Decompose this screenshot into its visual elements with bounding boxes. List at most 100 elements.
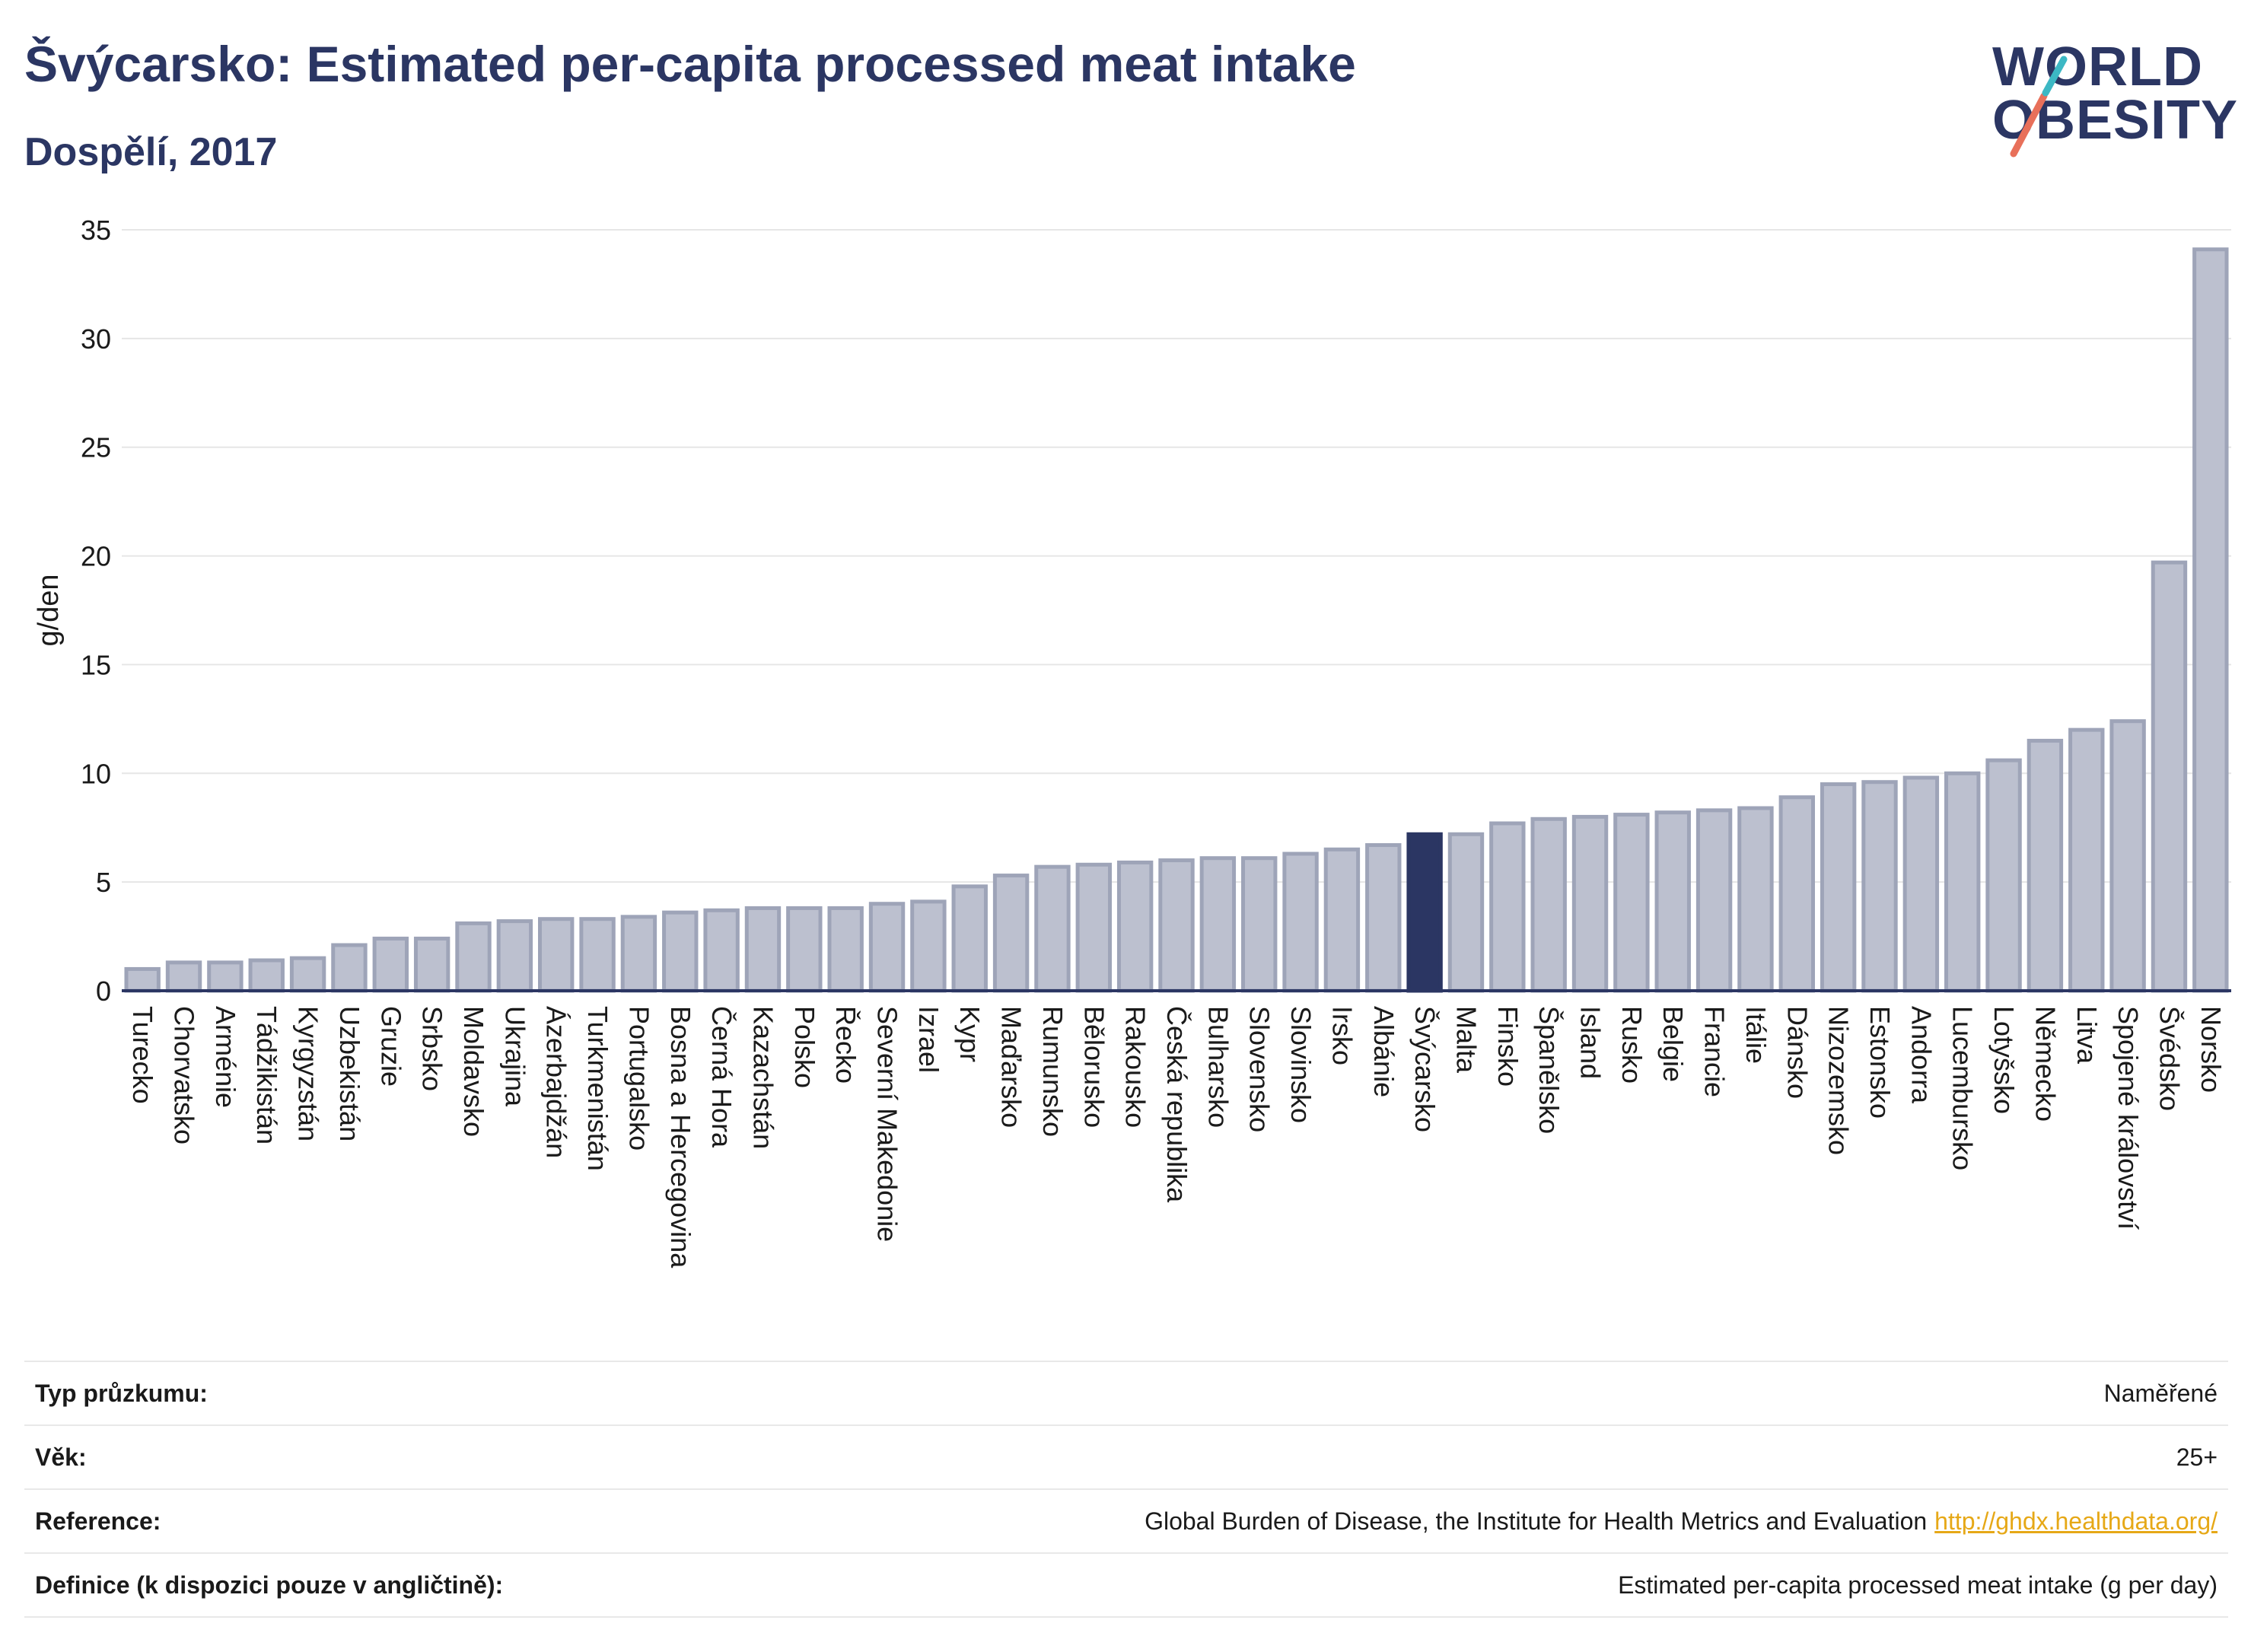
- info-table: Typ průzkumu: Naměřené Věk: 25+ Referenc…: [24, 1361, 2228, 1618]
- bar-34[interactable]: [1489, 821, 1526, 993]
- bar-24[interactable]: [1075, 862, 1112, 993]
- bar-27[interactable]: [1199, 856, 1237, 993]
- y-tick-label: 0: [96, 976, 111, 1007]
- grid-lines: [122, 229, 2231, 992]
- bar-37[interactable]: [1613, 813, 1650, 993]
- x-tick-label: Albánie: [1368, 1006, 1399, 1097]
- bar-2[interactable]: [165, 960, 202, 993]
- x-tick-label: Izrael: [913, 1006, 944, 1073]
- x-tick-label: Maďarsko: [996, 1006, 1027, 1128]
- bar-26[interactable]: [1158, 858, 1195, 993]
- logo-line-1: WORLD: [1992, 37, 2203, 97]
- x-tick-label: Spojené království: [2113, 1006, 2144, 1230]
- bar-14[interactable]: [662, 910, 699, 993]
- definition-label: Definice (k dispozici pouze v angličtině…: [35, 1571, 504, 1599]
- bar-47[interactable]: [2027, 738, 2064, 993]
- bar-32[interactable]: [1406, 832, 1443, 993]
- bar-15[interactable]: [703, 908, 740, 993]
- bar-29[interactable]: [1282, 851, 1319, 993]
- bar-45[interactable]: [1944, 771, 1981, 993]
- y-axis-label: g/den: [33, 574, 65, 646]
- bar-4[interactable]: [248, 958, 285, 993]
- bar-10[interactable]: [496, 919, 533, 993]
- x-tick-label: Polsko: [789, 1006, 820, 1088]
- bar-42[interactable]: [1820, 782, 1857, 993]
- bar-49[interactable]: [2109, 719, 2146, 993]
- bar-40[interactable]: [1737, 806, 1774, 993]
- survey-type-value: Naměřené: [2103, 1379, 2218, 1407]
- bar-48[interactable]: [2068, 727, 2105, 993]
- x-tick-label: Estonsko: [1864, 1006, 1896, 1119]
- bar-6[interactable]: [331, 943, 368, 993]
- x-tick-label: Severní Makedonie: [872, 1006, 903, 1242]
- x-tick-label: Malta: [1450, 1006, 1482, 1074]
- x-tick-label: Rusko: [1616, 1006, 1648, 1084]
- bar-31[interactable]: [1365, 843, 1402, 993]
- x-tick-label: Finsko: [1492, 1006, 1523, 1087]
- chart-subtitle: Dospělí, 2017: [24, 130, 278, 174]
- bar-17[interactable]: [786, 906, 823, 993]
- survey-type-row: Typ průzkumu: Naměřené: [24, 1361, 2228, 1424]
- x-tick-label: Bělorusko: [1078, 1006, 1110, 1128]
- x-tick-label: Španělsko: [1533, 1006, 1565, 1134]
- bars: [124, 247, 2229, 993]
- bar-39[interactable]: [1695, 808, 1733, 993]
- bar-5[interactable]: [289, 956, 326, 993]
- bar-13[interactable]: [620, 915, 657, 993]
- x-tick-label: Česká republika: [1161, 1006, 1192, 1203]
- definition-row: Definice (k dispozici pouze v angličtině…: [24, 1552, 2228, 1618]
- x-tick-labels: Turecko Chorvatsko Arménie Tádžikistán Kyrgy…: [127, 1006, 2227, 1268]
- bar-9[interactable]: [455, 921, 492, 993]
- bar-7[interactable]: [372, 936, 409, 993]
- bar-50[interactable]: [2151, 560, 2188, 993]
- bar-51[interactable]: [2192, 247, 2229, 993]
- world-obesity-logo[interactable]: WORLD OBESITY: [1979, 23, 2237, 160]
- x-tick-label: Rakousko: [1120, 1006, 1151, 1128]
- x-tick-label: Uzbekistán: [334, 1006, 365, 1141]
- bar-35[interactable]: [1530, 816, 1567, 993]
- bar-33[interactable]: [1447, 832, 1485, 993]
- x-tick-label: Turkmenistán: [582, 1006, 613, 1171]
- bar-1[interactable]: [124, 966, 161, 993]
- bar-43[interactable]: [1861, 780, 1898, 993]
- x-tick-label: Arménie: [210, 1006, 241, 1108]
- x-tick-label: Slovinsko: [1285, 1006, 1317, 1123]
- reference-row: Reference: Global Burden of Disease, the…: [24, 1488, 2228, 1552]
- x-tick-label: Chorvatsko: [169, 1006, 200, 1144]
- y-tick-label: 25: [81, 432, 111, 463]
- bar-46[interactable]: [1985, 758, 2022, 993]
- x-tick-label: Lucembursko: [1947, 1006, 1979, 1170]
- bar-28[interactable]: [1241, 856, 1278, 993]
- x-tick-label: Rumunsko: [1037, 1006, 1068, 1137]
- bar-41[interactable]: [1778, 795, 1815, 993]
- reference-link[interactable]: http://ghdx.healthdata.org/: [1934, 1507, 2218, 1535]
- x-tick-label: Dánsko: [1781, 1006, 1813, 1099]
- x-tick-label: Německo: [2030, 1006, 2061, 1122]
- bar-36[interactable]: [1571, 814, 1609, 993]
- bar-11[interactable]: [538, 917, 575, 993]
- bar-23[interactable]: [1034, 864, 1071, 993]
- definition-value: Estimated per-capita processed meat inta…: [1618, 1571, 2218, 1599]
- x-tick-label: Ázerbajdžán: [541, 1006, 572, 1158]
- bar-19[interactable]: [868, 902, 906, 993]
- bar-22[interactable]: [992, 874, 1030, 993]
- bar-25[interactable]: [1116, 860, 1154, 993]
- y-tick-label: 10: [81, 758, 111, 789]
- bar-8[interactable]: [413, 936, 451, 993]
- reference-value: Global Burden of Disease, the Institute …: [1145, 1507, 1928, 1535]
- bar-18[interactable]: [827, 906, 864, 993]
- bar-3[interactable]: [207, 960, 244, 993]
- x-tick-label: Andorra: [1906, 1006, 1937, 1104]
- x-tick-label: Francie: [1699, 1006, 1730, 1097]
- bar-44[interactable]: [1902, 775, 1940, 993]
- bar-16[interactable]: [744, 906, 782, 993]
- chart-title: Švýcarsko: Estimated per-capita processe…: [24, 36, 1356, 92]
- bar-chart: 0 5 10 15 20 25 30 35 g/den Turecko Chorvatsko Ar…: [33, 215, 2231, 1268]
- bar-38[interactable]: [1654, 810, 1691, 993]
- y-tick-labels: 0 5 10 15 20 25 30 35: [81, 215, 111, 1007]
- bar-12[interactable]: [579, 917, 616, 993]
- bar-21[interactable]: [951, 884, 988, 993]
- bar-20[interactable]: [910, 899, 947, 993]
- x-tick-label: Kazachstán: [747, 1006, 778, 1149]
- bar-30[interactable]: [1323, 847, 1361, 993]
